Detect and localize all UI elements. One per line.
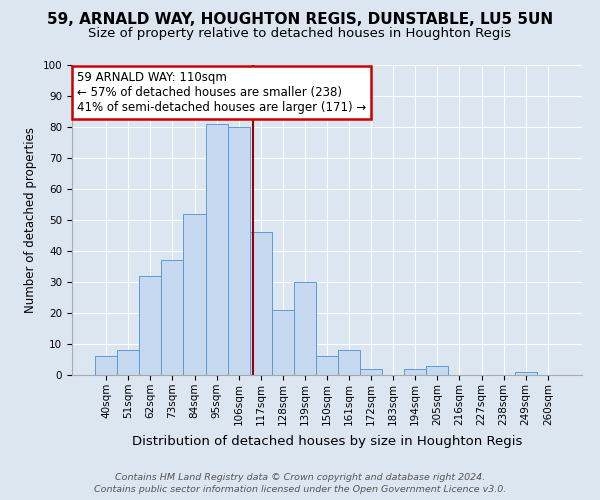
Bar [427,366,448,375]
Bar [227,127,250,375]
Bar [95,356,117,375]
Bar [404,369,427,375]
Y-axis label: Number of detached properties: Number of detached properties [24,127,37,313]
Bar [206,124,227,375]
Bar [316,356,338,375]
Bar [117,350,139,375]
Bar [184,214,206,375]
Bar [250,232,272,375]
Text: Contains HM Land Registry data © Crown copyright and database right 2024.: Contains HM Land Registry data © Crown c… [115,472,485,482]
Text: Contains public sector information licensed under the Open Government Licence v3: Contains public sector information licen… [94,485,506,494]
Bar [515,372,537,375]
Bar [360,369,382,375]
Bar [161,260,184,375]
Bar [272,310,294,375]
Bar [294,282,316,375]
Text: 59, ARNALD WAY, HOUGHTON REGIS, DUNSTABLE, LU5 5UN: 59, ARNALD WAY, HOUGHTON REGIS, DUNSTABL… [47,12,553,28]
Bar [139,276,161,375]
Bar [338,350,360,375]
Text: Size of property relative to detached houses in Houghton Regis: Size of property relative to detached ho… [89,28,511,40]
Text: Distribution of detached houses by size in Houghton Regis: Distribution of detached houses by size … [132,435,522,448]
Text: 59 ARNALD WAY: 110sqm
← 57% of detached houses are smaller (238)
41% of semi-det: 59 ARNALD WAY: 110sqm ← 57% of detached … [77,71,367,114]
